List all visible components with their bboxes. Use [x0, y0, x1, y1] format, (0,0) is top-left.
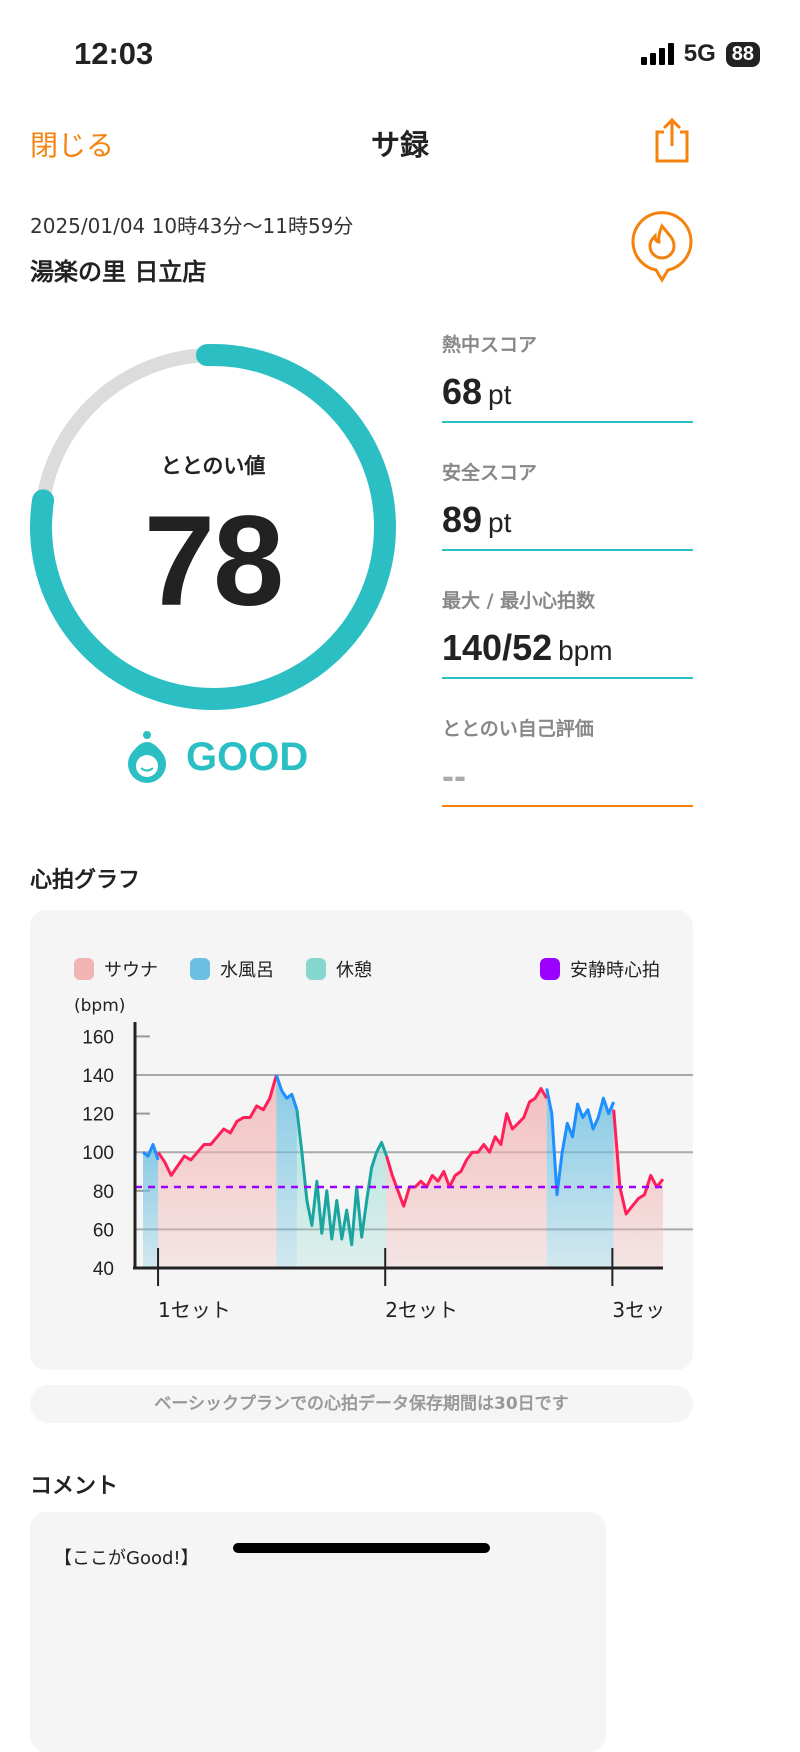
facility-name: 湯楽の里 日立店: [30, 258, 207, 286]
rating: GOOD: [124, 730, 308, 784]
legend-resting-hr: 安静時心拍: [540, 956, 660, 982]
legend-rest: 休憩: [306, 956, 372, 982]
stat-value: --: [442, 755, 466, 796]
stat-heart-rate: 最大 / 最小心拍数 140/52 bpm: [442, 586, 693, 679]
rest-hr-line: [295, 1109, 389, 1247]
comment-title: コメント: [30, 1474, 119, 1499]
sauna-area: [613, 1109, 663, 1268]
network-label: 5G: [683, 40, 716, 67]
graph-title: 心拍グラフ: [30, 868, 141, 893]
y-tick-label: 80: [93, 1182, 114, 1203]
sauna-area: [158, 1075, 277, 1268]
stat-self-rating[interactable]: ととのい自己評価 --: [442, 714, 693, 807]
legend-water: 水風呂: [190, 956, 274, 982]
stat-safety-score: 安全スコア 89 pt: [442, 458, 693, 551]
stat-heat-score: 熱中スコア 68 pt: [442, 330, 693, 423]
stat-unit: pt: [488, 379, 512, 410]
home-indicator: [233, 1543, 490, 1553]
stat-value: 140/52: [442, 627, 553, 668]
status-bar-right: 5G 88: [640, 40, 760, 68]
stat-unit: pt: [488, 507, 512, 538]
score-ring: [29, 344, 396, 710]
stat-value: 89: [442, 499, 483, 540]
status-time: 12:03: [74, 36, 154, 71]
water-area: [143, 1144, 159, 1268]
page-title: サ録: [370, 128, 429, 162]
share-icon[interactable]: [652, 117, 692, 168]
y-tick-label: 60: [93, 1220, 114, 1241]
x-tick-label: 2セット: [385, 1298, 458, 1322]
storage-notice: ベーシックプランでの心拍データ保存期間は30日です: [30, 1385, 693, 1423]
stat-label: 熱中スコア: [442, 334, 538, 356]
stat-unit: bpm: [558, 635, 613, 666]
water-area: [276, 1075, 297, 1268]
stat-label: 安全スコア: [442, 462, 538, 484]
legend-sauna: サウナ: [74, 956, 158, 982]
x-tick-label: 1セット: [158, 1298, 231, 1322]
sauna-hr-line: [156, 1074, 278, 1177]
signal-icon: [640, 43, 674, 65]
y-axis-label: (bpm): [74, 996, 126, 1016]
x-tick-label: 3セッ: [612, 1298, 665, 1322]
comment-text: 【ここがGood!】: [54, 1548, 199, 1569]
stat-value: 68: [442, 371, 483, 412]
stat-label: ととのい自己評価: [442, 718, 594, 740]
sauna-area: [386, 1088, 547, 1268]
water-hr-line: [142, 1143, 160, 1161]
water-hr-line: [274, 1074, 299, 1111]
session-date: 2025/01/04 10時43分〜11時59分: [30, 214, 354, 238]
battery-icon: 88: [725, 41, 760, 67]
rest-area: [296, 1109, 387, 1268]
rating-label: GOOD: [186, 734, 309, 779]
stat-label: 最大 / 最小心拍数: [442, 590, 596, 612]
y-tick-label: 40: [93, 1259, 114, 1280]
y-tick-label: 140: [82, 1066, 114, 1087]
score-value: 78: [143, 490, 284, 633]
y-tick-label: 100: [82, 1143, 114, 1164]
y-tick-label: 160: [82, 1027, 114, 1048]
fire-badge-icon[interactable]: [630, 210, 694, 288]
water-area: [546, 1088, 614, 1268]
close-button[interactable]: 閉じる: [30, 129, 115, 162]
sauna-hr-line: [612, 1109, 665, 1216]
y-tick-label: 120: [82, 1105, 114, 1126]
mascot-icon: [128, 731, 166, 783]
score-label: ととのい値: [160, 454, 266, 478]
